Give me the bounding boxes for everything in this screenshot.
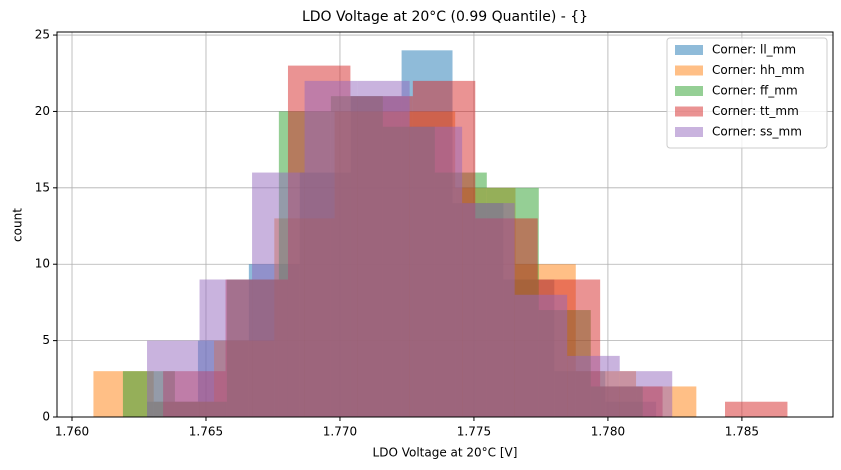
chart-title: LDO Voltage at 20°C (0.99 Quantile) - {}	[302, 9, 588, 25]
legend-swatch	[675, 45, 703, 55]
legend-label: Corner: ss_mm	[712, 125, 802, 139]
y-tick-label: 20	[35, 104, 50, 118]
bar	[357, 80, 410, 417]
bar	[619, 371, 673, 417]
bar	[725, 401, 788, 417]
x-tick-label: 1.775	[457, 425, 491, 439]
legend-swatch	[675, 106, 703, 117]
x-tick-label: 1.785	[725, 425, 759, 439]
bar	[567, 355, 620, 417]
legend-swatch	[675, 65, 703, 76]
legend-swatch	[675, 127, 703, 137]
y-tick-label: 0	[42, 410, 50, 424]
x-tick-label: 1.780	[591, 425, 625, 439]
legend-label: Corner: ll_mm	[712, 43, 796, 57]
legend-label: Corner: ff_mm	[712, 84, 798, 98]
y-axis-label: count	[11, 208, 25, 242]
legend-box	[666, 37, 828, 149]
bar	[514, 294, 568, 417]
x-tick-label: 1.765	[189, 425, 223, 439]
bar	[199, 279, 253, 417]
bars	[93, 50, 788, 418]
bar	[304, 80, 358, 417]
legend-swatch	[675, 86, 703, 96]
y-tick-label: 15	[35, 180, 50, 194]
x-tick-label: 1.770	[323, 425, 357, 439]
legend: Corner: ll_mm Corner: hh_mm Corner: ff_mm C…	[666, 37, 828, 149]
legend-label: Corner: hh_mm	[712, 63, 805, 77]
x-axis-label: LDO Voltage at 20°C [V]	[373, 446, 518, 460]
y-tick-label: 10	[35, 257, 50, 271]
bar	[147, 340, 200, 417]
y-tick-label: 25	[35, 28, 50, 42]
bar	[252, 172, 305, 417]
bar	[462, 203, 515, 417]
x-tick-label: 1.760	[55, 425, 89, 439]
plot-frame	[56, 31, 834, 418]
y-tick-label: 5	[42, 333, 50, 347]
bar	[409, 126, 463, 417]
legend-label: Corner: tt_mm	[712, 104, 799, 118]
